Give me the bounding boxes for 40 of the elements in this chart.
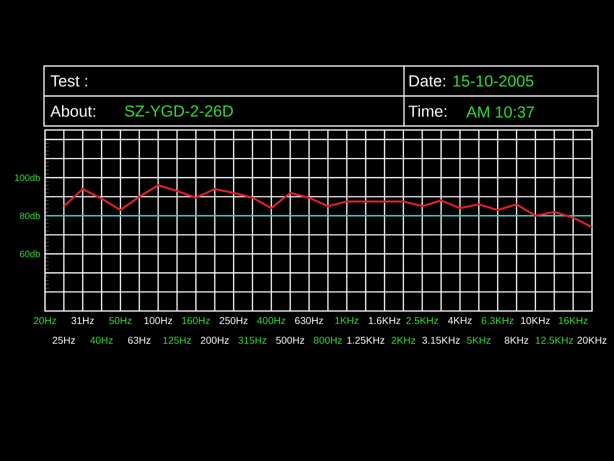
x-tick-label: 500Hz [276,336,304,344]
x-tick-label: 315Hz [238,336,266,344]
x-tick-label: 12.5KHz [536,336,573,344]
text: SZ-YGD-2-26D [125,105,233,117]
x-tick-label: 800Hz [314,336,342,344]
y-tick-label: 80db [20,212,40,220]
x-tick-label: 31Hz [71,317,94,324]
x-tick-label: 4KHz [448,317,472,324]
text: AM 10:37 [466,106,534,118]
x-tick-label: 400Hz [257,317,286,324]
x-tick-label: 50Hz [109,317,132,324]
x-tick-label: 63Hz [128,336,150,344]
x-tick-label: 2.5KHz [406,317,438,324]
text: Test : [50,75,88,87]
text: Date: [410,75,446,87]
x-tick-label: 1.6KHz [368,317,400,324]
x-tick-label: 100Hz [144,317,172,324]
text: Time: [408,105,446,117]
x-tick-label: 125Hz [163,336,191,344]
x-tick-label: 200Hz [200,336,229,344]
x-tick-label: 160Hz [182,317,210,324]
x-tick-label: 1.25KHz [347,336,384,344]
x-tick-label: 10KHz [521,317,550,324]
x-tick-label: 8KHz [504,336,528,344]
text: 15-10-2005 [453,75,534,87]
x-tick-label: 16KHz [558,317,588,324]
x-tick-label: 250Hz [220,317,248,324]
x-tick-label: 20Hz [34,317,56,324]
y-tick-label: 60db [20,250,40,258]
text: About: [50,105,96,117]
x-tick-label: 40Hz [90,336,113,344]
x-tick-label: 2KHz [392,336,416,344]
x-tick-label: 5KHz [467,336,491,344]
x-tick-label: 6.3KHz [482,317,514,324]
x-tick-label: 630Hz [295,317,324,324]
x-tick-label: 3.15KHz [422,336,460,344]
x-tick-label: 20KHz [577,336,606,344]
x-tick-label: 1KHz [335,317,359,324]
x-tick-label: 25Hz [52,336,76,344]
y-tick-label: 100db [15,174,40,182]
